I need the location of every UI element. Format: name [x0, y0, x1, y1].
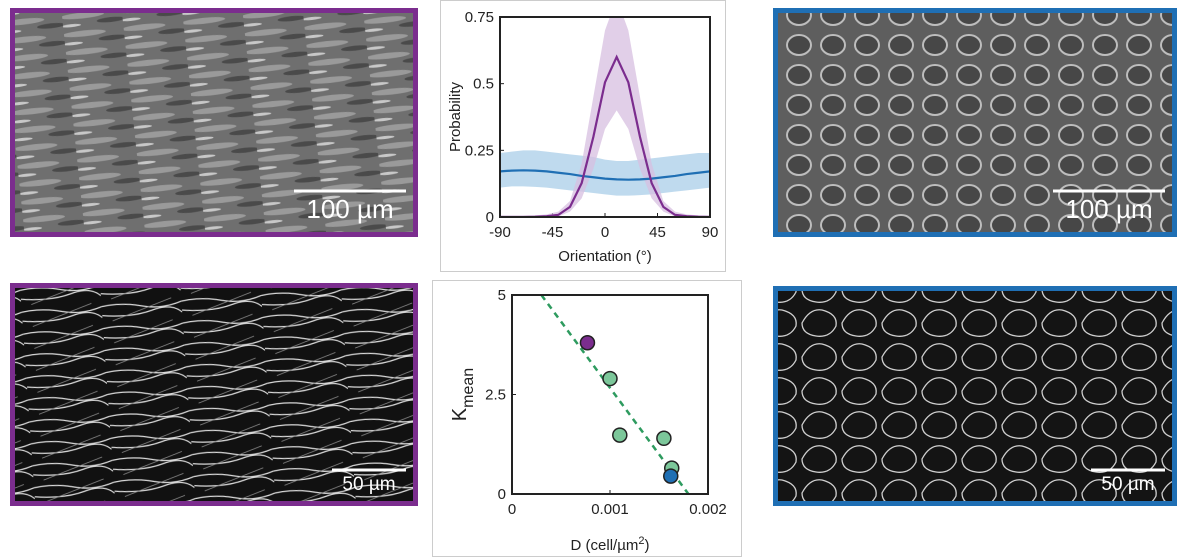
- micrograph: [10, 283, 418, 506]
- point: [663, 468, 679, 484]
- scale-label: 50 µm: [1101, 474, 1154, 495]
- error-band: [500, 150, 710, 196]
- plot-area: [500, 17, 710, 217]
- y-tick-label: 0.25: [465, 142, 494, 159]
- x-tick-label: 0: [508, 501, 516, 518]
- axes-frame: [511, 294, 709, 495]
- x-tick-label: 90: [702, 224, 719, 241]
- y-tick-label: 0.75: [465, 9, 494, 26]
- scale-label: 100 µm: [1065, 194, 1152, 224]
- micrograph: [10, 8, 418, 237]
- x-tick-label: 0.002: [689, 501, 727, 518]
- y-axis-label: Probability: [447, 81, 464, 152]
- x-axis-label-end: ): [644, 537, 649, 554]
- axes-frame: [499, 16, 711, 218]
- y-axis-label-text: K: [449, 407, 471, 421]
- error-band: [500, 17, 710, 217]
- line: [500, 169, 710, 181]
- panel-frame: [440, 0, 726, 272]
- point: [579, 335, 596, 351]
- y-axis-label-text: Probability: [447, 81, 464, 152]
- scale-label: 50 µm: [342, 474, 395, 495]
- x-axis-label-text: D (cell/µm: [571, 537, 639, 554]
- x-tick-label: 45: [649, 224, 666, 241]
- x-tick-label: -90: [489, 224, 511, 241]
- point: [656, 430, 672, 447]
- x-tick-label: 0.001: [591, 501, 629, 518]
- x-axis-label-text: Orientation (°): [558, 248, 652, 265]
- y-tick-label: 0: [486, 209, 494, 226]
- micrograph: [773, 8, 1177, 237]
- micrograph: [773, 286, 1177, 506]
- y-tick-label: 2.5: [485, 387, 506, 404]
- y-axis-label: Kmean: [449, 368, 477, 421]
- x-tick-label: 0: [601, 224, 609, 241]
- x-axis-label: D (cell/µm2): [571, 535, 650, 554]
- x-axis-label: Orientation (°): [558, 248, 652, 265]
- y-tick-label: 0: [498, 486, 506, 503]
- y-tick-label: 5: [498, 287, 506, 304]
- scale-label: 100 µm: [306, 194, 393, 224]
- point: [602, 370, 618, 387]
- y-tick-label: 0.5: [473, 76, 494, 93]
- y-axis-label-sub: mean: [460, 368, 477, 408]
- x-axis-label-sup: 2: [638, 535, 644, 547]
- point: [612, 427, 628, 443]
- x-tick-label: -45: [542, 224, 564, 241]
- fit-line: [540, 294, 690, 495]
